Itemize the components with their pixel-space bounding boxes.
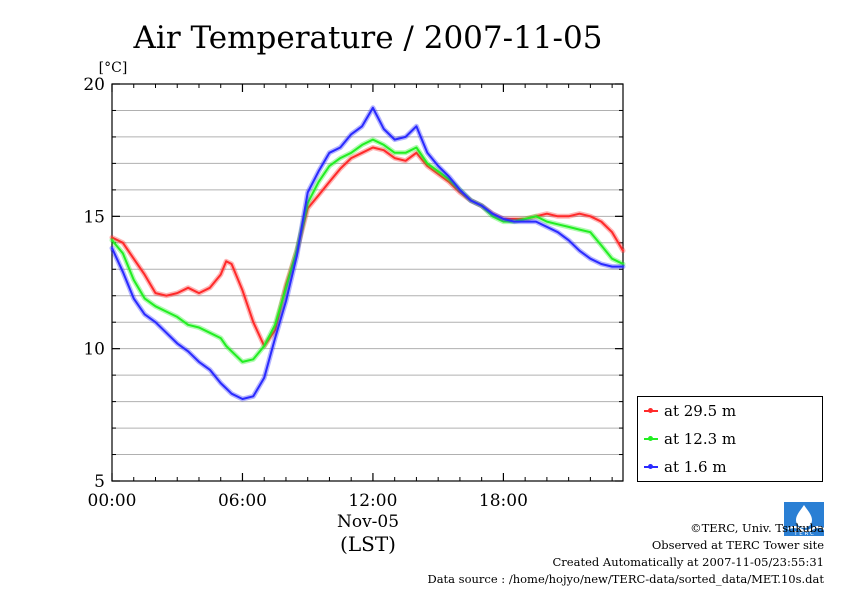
footer-source: Data source : /home/hojyo/new/TERC-data/… <box>427 572 824 586</box>
x-tick-label: 12:00 <box>348 491 397 511</box>
legend-item-29-5m: at 29.5 m <box>644 398 736 424</box>
terc-logo-icon: T E R C <box>784 502 824 536</box>
legend-label: at 1.6 m <box>664 458 727 476</box>
legend: at 29.5 m at 12.3 m at 1.6 m <box>637 396 823 482</box>
series-line-1 <box>111 138 624 363</box>
svg-text:T E R C: T E R C <box>793 531 814 536</box>
chart-title: Air Temperature / 2007-11-05 <box>133 20 603 56</box>
series-halo-1 <box>109 137 626 365</box>
legend-swatch-red <box>644 408 658 413</box>
series-line-0 <box>111 146 624 347</box>
plot-frame <box>111 83 624 482</box>
grid-lines <box>112 109 623 456</box>
x-tick-label: 06:00 <box>218 491 267 511</box>
y-axis-unit-label: [°C] <box>99 60 128 76</box>
y-tick-label: 5 <box>94 472 105 492</box>
footer-observed: Observed at TERC Tower site <box>651 538 824 552</box>
legend-item-12-3m: at 12.3 m <box>644 426 736 452</box>
x-axis-date-label: Nov-05 <box>337 512 399 532</box>
legend-label: at 12.3 m <box>664 430 737 448</box>
legend-item-1-6m: at 1.6 m <box>644 454 727 480</box>
x-axis-lst-label: (LST) <box>340 532 396 556</box>
legend-swatch-blue <box>644 464 658 469</box>
x-tick-label: 18:00 <box>479 491 528 511</box>
series-line-2 <box>111 106 624 400</box>
footer-created: Created Automatically at 2007-11-05/23:5… <box>552 555 825 569</box>
series-lines <box>109 105 626 402</box>
x-tick-label: 00:00 <box>88 491 137 511</box>
y-tick-label: 10 <box>83 340 105 360</box>
y-tick-label: 20 <box>83 75 105 95</box>
y-tick-label: 15 <box>83 207 105 227</box>
footer-copyright: ©TERC, Univ. Tsukuba <box>690 521 824 535</box>
series-halo-0 <box>109 145 626 349</box>
legend-label: at 29.5 m <box>664 402 737 420</box>
legend-swatch-green <box>644 436 658 441</box>
axis-ticks: 5 10 15 20 00:00 06:00 12:00 18:00 <box>83 75 623 511</box>
